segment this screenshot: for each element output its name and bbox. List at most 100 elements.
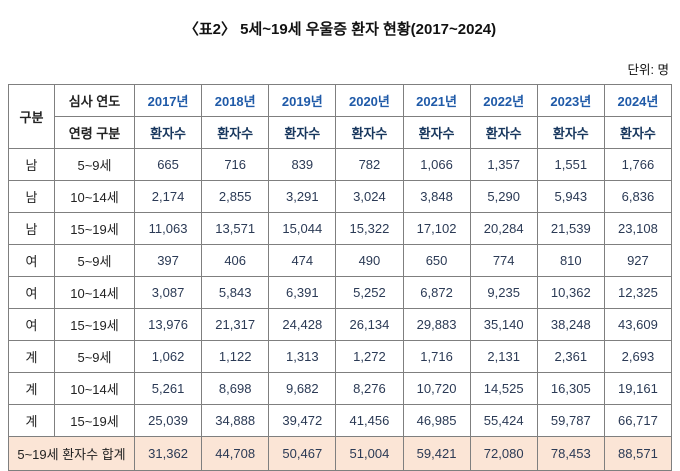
value-cell: 665	[133, 148, 203, 181]
value-cell: 927	[603, 244, 673, 277]
year-header: 2018년	[201, 84, 270, 117]
measure-header: 환자수	[133, 116, 203, 149]
value-cell: 2,693	[603, 340, 673, 373]
footer-value-cell: 59,421	[402, 436, 471, 471]
value-cell: 15,044	[268, 212, 337, 245]
value-cell: 10,720	[402, 372, 471, 405]
subheader-age-group: 연령 구분	[54, 116, 135, 149]
value-cell: 1,716	[402, 340, 471, 373]
value-cell: 6,872	[402, 276, 471, 309]
footer-value-cell: 44,708	[201, 436, 270, 471]
value-cell: 774	[469, 244, 538, 277]
year-header: 2017년	[133, 84, 203, 117]
value-cell: 25,039	[133, 404, 203, 437]
value-cell: 23,108	[603, 212, 673, 245]
subheader-review-year: 심사 연도	[54, 84, 135, 117]
unit-label: 단위: 명	[627, 63, 669, 77]
value-cell: 5,290	[469, 180, 538, 213]
value-cell: 1,066	[402, 148, 471, 181]
value-cell: 24,428	[268, 308, 337, 341]
table-row: 계 15~19세 25,039 34,888 39,472 41,456 46,985 55,…	[8, 404, 673, 437]
value-cell: 5,843	[201, 276, 270, 309]
measure-header: 환자수	[201, 116, 270, 149]
value-cell: 3,087	[133, 276, 203, 309]
table-row: 남 10~14세 2,174 2,855 3,291 3,024 3,848 5,290 5,9…	[8, 180, 673, 213]
table-row: 남 5~9세 665 716 839 782 1,066 1,357 1,551 1,766	[8, 148, 673, 181]
value-cell: 43,609	[603, 308, 673, 341]
value-cell: 839	[268, 148, 337, 181]
value-cell: 59,787	[536, 404, 605, 437]
value-cell: 490	[335, 244, 404, 277]
age-cell: 5~9세	[54, 148, 135, 181]
group-cell: 남	[8, 180, 55, 213]
table-row: 남 15~19세 11,063 13,571 15,044 15,322 17,102 20,…	[8, 212, 673, 245]
age-cell: 15~19세	[54, 308, 135, 341]
table-row: 여 5~9세 397 406 474 490 650 774 810 927	[8, 244, 673, 277]
value-cell: 15,322	[335, 212, 404, 245]
group-cell: 남	[8, 148, 55, 181]
year-header: 2024년	[603, 84, 673, 117]
year-header: 2022년	[469, 84, 538, 117]
table-header: 구분 심사 연도 2017년 2018년 2019년 2020년 2021년 2022년 2…	[8, 84, 673, 149]
value-cell: 5,943	[536, 180, 605, 213]
value-cell: 1,313	[268, 340, 337, 373]
value-cell: 41,456	[335, 404, 404, 437]
value-cell: 782	[335, 148, 404, 181]
value-cell: 3,024	[335, 180, 404, 213]
depression-patients-table: 구분 심사 연도 2017년 2018년 2019년 2020년 2021년 2022년 2…	[8, 84, 673, 471]
value-cell: 1,062	[133, 340, 203, 373]
value-cell: 9,235	[469, 276, 538, 309]
value-cell: 6,836	[603, 180, 673, 213]
footer-value-cell: 72,080	[469, 436, 538, 471]
table-row: 여 10~14세 3,087 5,843 6,391 5,252 6,872 9,235 10,…	[8, 276, 673, 309]
value-cell: 1,357	[469, 148, 538, 181]
value-cell: 716	[201, 148, 270, 181]
table-footer-row: 5~19세 환자수 합계 31,362 44,708 50,467 51,004 59,…	[8, 436, 673, 471]
value-cell: 6,391	[268, 276, 337, 309]
value-cell: 406	[201, 244, 270, 277]
value-cell: 13,571	[201, 212, 270, 245]
measure-header: 환자수	[268, 116, 337, 149]
value-cell: 46,985	[402, 404, 471, 437]
value-cell: 38,248	[536, 308, 605, 341]
value-cell: 11,063	[133, 212, 203, 245]
age-cell: 10~14세	[54, 372, 135, 405]
value-cell: 16,305	[536, 372, 605, 405]
footer-label: 5~19세 환자수 합계	[8, 436, 135, 471]
year-header: 2020년	[335, 84, 404, 117]
header-row-years: 구분 심사 연도 2017년 2018년 2019년 2020년 2021년 2022년 2…	[8, 84, 673, 149]
value-cell: 66,717	[603, 404, 673, 437]
group-cell: 여	[8, 244, 55, 277]
value-cell: 34,888	[201, 404, 270, 437]
age-cell: 15~19세	[54, 212, 135, 245]
group-cell: 여	[8, 276, 55, 309]
group-cell: 계	[8, 340, 55, 373]
value-cell: 13,976	[133, 308, 203, 341]
value-cell: 8,276	[335, 372, 404, 405]
value-cell: 2,855	[201, 180, 270, 213]
group-cell: 남	[8, 212, 55, 245]
value-cell: 1,122	[201, 340, 270, 373]
table-row: 계 5~9세 1,062 1,122 1,313 1,272 1,716 2,131 2,361…	[8, 340, 673, 373]
value-cell: 1,766	[603, 148, 673, 181]
value-cell: 2,131	[469, 340, 538, 373]
value-cell: 35,140	[469, 308, 538, 341]
value-cell: 10,362	[536, 276, 605, 309]
value-cell: 9,682	[268, 372, 337, 405]
measure-header: 환자수	[335, 116, 404, 149]
corner-header: 구분	[8, 84, 55, 149]
year-header: 2021년	[402, 84, 471, 117]
value-cell: 2,174	[133, 180, 203, 213]
age-cell: 10~14세	[54, 276, 135, 309]
header-row-measure: 연령 구분 환자수 환자수 환자수 환자수 환자수 환자수 환자수 환자수	[9, 116, 673, 149]
value-cell: 3,291	[268, 180, 337, 213]
measure-header: 환자수	[603, 116, 673, 149]
value-cell: 1,272	[335, 340, 404, 373]
table-row: 여 15~19세 13,976 21,317 24,428 26,134 29,883 35,…	[8, 308, 673, 341]
value-cell: 8,698	[201, 372, 270, 405]
year-header: 2023년	[536, 84, 605, 117]
value-cell: 21,539	[536, 212, 605, 245]
footer-value-cell: 31,362	[133, 436, 203, 471]
value-cell: 21,317	[201, 308, 270, 341]
